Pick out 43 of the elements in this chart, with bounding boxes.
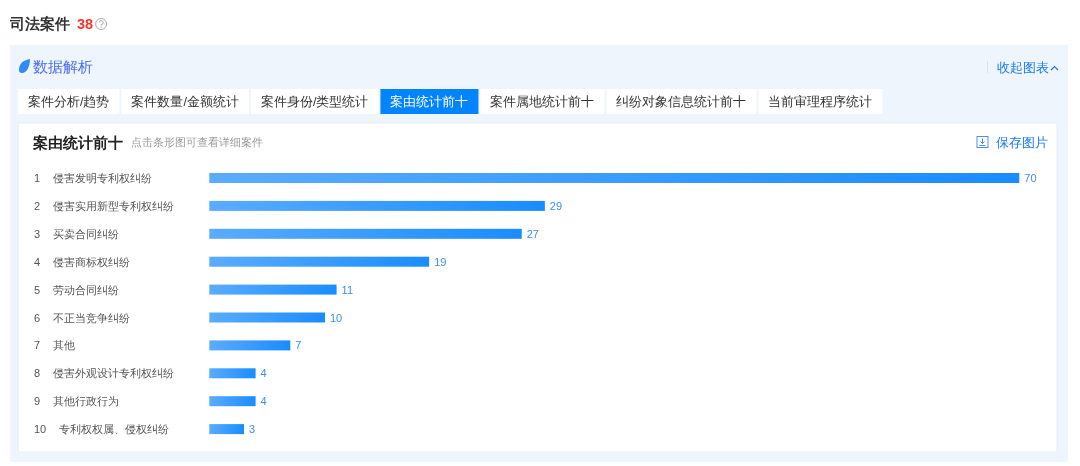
y-tick-label: 4 侵害商标权纠纷 [34,255,131,268]
data-label: 3 [249,423,256,436]
y-tick-label: 8 侵害外观设计专利权纠纷 [34,367,175,380]
text: 案由统计前十 [32,133,123,151]
y-tick-label: 6 不正当竞争纠纷 [34,311,131,324]
y-tick-label: 5 劳动合同纠纷 [34,283,120,296]
text: 司法案件 38 [9,15,94,32]
bar [209,284,337,295]
text: 数据解析 [33,57,93,75]
bar [209,396,256,407]
chart-subtitle: 点击条形图可查看详细案件 [131,136,263,148]
y-tick-label: 7 其他 [34,339,76,352]
bar [209,340,291,351]
bar [209,200,545,211]
bar [209,368,256,379]
text: 当前审理程序统计 [768,93,873,109]
text: 案件数量/金额统计 [131,93,239,109]
y-tick-label: 9 其他行政行为 [34,395,120,408]
y-tick-label: 10 专利权权属、侵权纠纷 [34,423,170,436]
data-label: 19 [434,255,447,268]
y-tick-label: 2 侵害实用新型专利权纠纷 [34,199,175,212]
bar [209,312,326,323]
bar [209,424,245,435]
bar [209,173,1020,183]
y-tick-label: 3 买卖合同纠纷 [34,227,120,240]
data-label: 7 [295,339,302,352]
text: 案件身份/类型统计 [260,93,369,109]
text: 案件属地统计前十 [490,93,595,109]
data-label: 70 [1024,172,1037,184]
data-label: 4 [260,395,267,408]
text: 收起图表 [997,60,1049,75]
text: 保存图片 [996,135,1048,150]
data-label: 11 [341,283,354,296]
data-label: 10 [330,311,343,324]
data-label: 29 [549,199,563,212]
bar [209,228,522,239]
data-label: 27 [526,227,539,240]
bar [209,256,430,267]
text: 纠纷对象信息统计前十 [616,94,747,109]
data-label: 4 [260,367,267,380]
text: 案由统计前十 [390,93,469,109]
text: 案件分析/趋势 [28,93,110,109]
y-tick-label: 1 侵害发明专利权纠纷 [34,172,153,184]
